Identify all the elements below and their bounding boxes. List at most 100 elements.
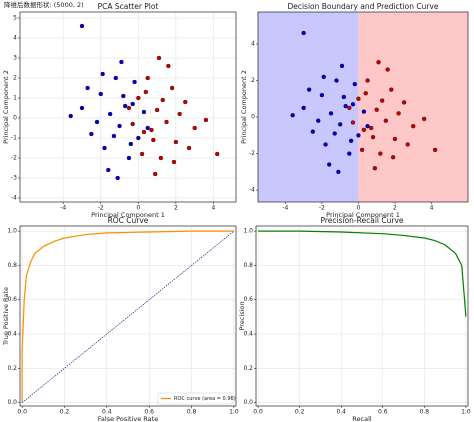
point [390, 155, 396, 160]
x-tick-label: 0.4 [336, 409, 346, 416]
point [336, 169, 341, 175]
point [156, 55, 162, 61]
point [123, 103, 128, 109]
point [154, 107, 160, 113]
point [374, 107, 379, 112]
y-tick-label: 2 [251, 77, 255, 84]
point [383, 118, 388, 123]
point [169, 85, 175, 91]
point [108, 111, 113, 117]
point [365, 124, 370, 129]
point [347, 151, 352, 156]
y-tick-label: 1.0 [7, 228, 17, 235]
y-tick-label: 0.6 [243, 296, 253, 303]
point [348, 138, 354, 143]
point [141, 129, 147, 135]
point [186, 145, 192, 151]
plot-area [258, 12, 468, 202]
y-tick-label: 5 [13, 15, 17, 22]
plot-area [20, 226, 236, 406]
point [153, 171, 158, 177]
y-tick-label: 0.8 [243, 262, 253, 269]
y-tick-label: -2 [11, 155, 17, 162]
point [111, 133, 117, 139]
point [151, 137, 156, 143]
point [352, 82, 357, 87]
point [145, 75, 150, 81]
point [376, 60, 381, 65]
y-tick-label: 4 [251, 40, 255, 47]
point [321, 74, 326, 80]
point [310, 129, 315, 134]
x-axis-label: False Positive Rate [98, 415, 158, 422]
y-tick-label: -4 [11, 195, 17, 202]
x-tick-label: 2 [393, 205, 397, 212]
point [316, 118, 321, 123]
point [405, 142, 410, 147]
point [389, 87, 394, 92]
y-tick-label: 2 [13, 75, 17, 82]
point [392, 136, 398, 142]
point [177, 111, 182, 117]
point [119, 59, 124, 65]
x-axis-label: Principal Component 1 [326, 211, 400, 219]
point [121, 93, 126, 99]
x-tick-label: -4 [60, 205, 66, 212]
point [145, 125, 150, 131]
x-tick-label: 0.6 [378, 409, 388, 416]
point [385, 67, 390, 72]
x-tick-label: 1.0 [461, 409, 471, 416]
point [356, 133, 361, 138]
y-axis-label: Principal Component 2 [2, 70, 10, 144]
y-tick-label: -3 [11, 175, 17, 182]
y-tick-label: 0.4 [243, 331, 253, 338]
point [158, 155, 164, 161]
point [301, 30, 306, 36]
point [106, 167, 111, 173]
chart-title: Decision Boundary and Prediction Curve [287, 2, 438, 11]
y-tick-label: 0.6 [7, 296, 17, 303]
point [183, 99, 188, 105]
axes-frame [255, 225, 469, 407]
region-left [258, 12, 359, 202]
point [130, 121, 135, 127]
point [136, 135, 141, 141]
point [422, 116, 427, 122]
header-text: 降维后数据形状: (5000, 2) [4, 0, 84, 9]
x-tick-label: -4 [282, 205, 288, 212]
y-tick-label: 0 [13, 115, 17, 122]
point [85, 85, 90, 91]
point [370, 134, 376, 140]
x-tick-label: 4 [212, 205, 216, 212]
point [350, 102, 356, 107]
legend-box [157, 392, 233, 405]
axes-frame [257, 11, 469, 203]
point [432, 147, 438, 153]
y-tick-label: 4 [13, 35, 17, 42]
chart-title: PCA Scatter Plot [98, 2, 159, 11]
y-tick-label: 1 [13, 95, 17, 102]
x-axis-label: Recall [352, 415, 372, 422]
chart-title: ROC Curve [108, 216, 149, 225]
point [339, 63, 345, 69]
point [359, 147, 365, 153]
point [79, 23, 85, 29]
point [115, 175, 120, 181]
point [306, 87, 312, 92]
point [94, 119, 100, 125]
point [126, 155, 132, 161]
point [166, 63, 171, 69]
point [328, 111, 334, 116]
point [128, 141, 133, 147]
x-tick-label: 0.0 [17, 409, 27, 416]
point [79, 105, 85, 111]
point [323, 142, 328, 147]
curve [258, 230, 467, 317]
y-tick-label: -2 [249, 150, 255, 157]
point [164, 119, 169, 125]
point [338, 122, 343, 127]
point [149, 127, 154, 133]
plot-area [20, 12, 236, 202]
x-tick-label: 0 [357, 205, 361, 212]
